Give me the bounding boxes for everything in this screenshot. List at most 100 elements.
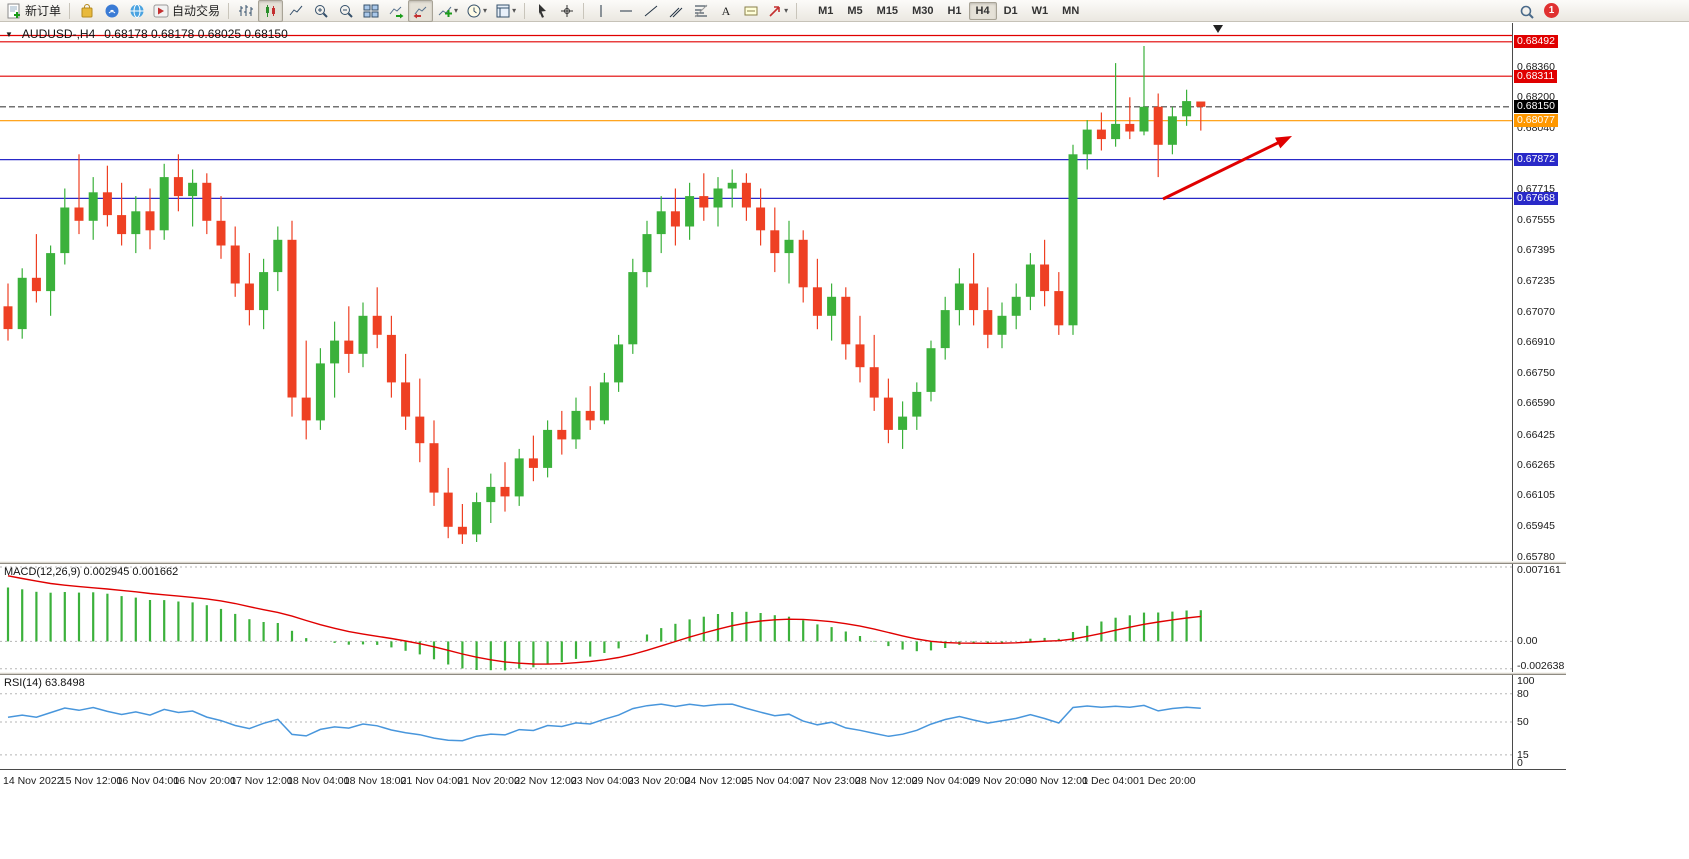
arrows-button[interactable]: ▾ — [763, 0, 792, 22]
candle-body — [869, 367, 879, 398]
candle-body — [528, 458, 538, 468]
price-axis-label: 0.67070 — [1517, 306, 1555, 319]
toolbar-separator — [796, 2, 798, 19]
zoom-in-icon — [314, 4, 328, 18]
trend-arrow-annotation[interactable] — [1162, 139, 1284, 201]
candle-body — [429, 443, 439, 493]
candle-body — [287, 239, 297, 398]
search-button[interactable] — [1514, 1, 1539, 23]
horizontal-line-icon — [619, 10, 632, 11]
bar-chart-button[interactable] — [233, 0, 258, 22]
candle-body — [628, 272, 638, 345]
line-chart-button[interactable] — [283, 0, 308, 22]
candle-body — [1182, 101, 1192, 117]
new-order-button[interactable]: 新订单 — [2, 0, 65, 22]
candle-body — [699, 196, 709, 208]
chart-symbol-period: AUDUSD-,H4 — [21, 27, 96, 41]
timeframe-button-M30[interactable]: M30 — [912, 4, 934, 17]
price-axis-label: 0.66105 — [1517, 489, 1555, 502]
chart-shift-button[interactable] — [408, 0, 434, 22]
candle-body — [273, 239, 283, 273]
fibonacci-button[interactable] — [688, 0, 713, 22]
rsi-axis[interactable]: 100 80 50 15 0 — [1512, 675, 1567, 769]
candle-body — [969, 283, 979, 311]
indicators-button[interactable]: ▾ — [433, 0, 462, 22]
text-label-icon — [744, 6, 758, 15]
chart-shift-marker-icon[interactable] — [1213, 25, 1223, 33]
timeframe-button-W1[interactable]: W1 — [1031, 4, 1049, 17]
auto-scroll-button[interactable] — [383, 0, 408, 22]
vps-button[interactable] — [124, 0, 149, 22]
candle-body — [173, 177, 183, 197]
trendline-button[interactable] — [638, 0, 663, 22]
tile-windows-button[interactable] — [358, 0, 383, 22]
candle-body — [1054, 291, 1064, 326]
candle-body — [855, 344, 865, 368]
candle-body — [983, 310, 993, 335]
autotrading-button[interactable]: 自动交易 — [149, 0, 224, 22]
zoom-out-button[interactable] — [333, 0, 358, 22]
timeline-label: 29 Nov 04:00 — [911, 775, 975, 787]
dropdown-caret-icon: ▾ — [454, 6, 459, 15]
panel-splitter[interactable] — [0, 672, 1566, 675]
collapse-arrow-icon[interactable]: ▼ — [5, 29, 13, 39]
timeframe-button-D1[interactable]: D1 — [1003, 4, 1018, 17]
timeframe-button-M1[interactable]: M1 — [818, 4, 834, 17]
candle-body — [798, 239, 808, 288]
rsi-chart[interactable] — [0, 675, 1512, 769]
price-axis-label: 0.65780 — [1517, 551, 1555, 564]
panel-splitter[interactable] — [0, 561, 1566, 564]
signals-button[interactable] — [99, 0, 124, 22]
candle-body — [614, 344, 624, 383]
cursor-button[interactable] — [529, 0, 554, 22]
candle-body — [770, 230, 780, 254]
candle-body — [1167, 116, 1177, 145]
candlestick-chart-button[interactable] — [258, 0, 284, 22]
candle-body — [230, 245, 240, 284]
timeline-label: 22 Nov 12:00 — [514, 775, 577, 787]
timeline-label: 23 Nov 04:00 — [571, 775, 634, 787]
timeframe-button-H1[interactable]: H1 — [947, 4, 962, 17]
zoom-in-button[interactable] — [308, 0, 333, 22]
templates-button[interactable]: ▾ — [491, 0, 520, 22]
candle-body — [784, 239, 794, 254]
channel-icon — [669, 7, 682, 17]
market-button[interactable] — [74, 0, 99, 22]
macd-axis[interactable]: 0.007161 0.00 -0.002638 — [1512, 564, 1567, 672]
channel-button[interactable] — [663, 0, 688, 22]
search-icon — [1520, 5, 1534, 19]
notification-badge[interactable]: 1 — [1544, 3, 1559, 18]
market-bag-icon — [81, 3, 93, 17]
timeframe-button-MN[interactable]: MN — [1062, 4, 1080, 17]
timeframe-button-M15[interactable]: M15 — [876, 4, 899, 17]
candle-body — [997, 315, 1007, 335]
toolbar-separator — [524, 2, 526, 19]
timeframe-button-M5[interactable]: M5 — [847, 4, 863, 17]
candle-body — [358, 315, 368, 354]
timeline[interactable]: 14 Nov 2022 15 Nov 12:00 16 Nov 04:00 16 No… — [0, 769, 1566, 798]
candle-body — [1011, 296, 1021, 316]
candle-body — [259, 272, 269, 311]
crosshair-button[interactable] — [554, 0, 579, 22]
price-axis-label: 0.67235 — [1517, 274, 1555, 287]
timeline-label: 27 Nov 23:00 — [798, 775, 861, 787]
periods-button[interactable]: ▾ — [462, 0, 491, 22]
macd-chart[interactable] — [0, 564, 1512, 672]
price-chart[interactable] — [0, 23, 1512, 561]
price-axis[interactable]: 0.68360 0.68200 0.68040 0.67715 0.67555 0.673… — [1512, 23, 1567, 564]
horizontal-line-button[interactable] — [613, 0, 638, 22]
current-price-badge: 0.68150 — [1514, 100, 1558, 114]
label-button[interactable] — [738, 0, 763, 22]
text-button[interactable]: A — [713, 0, 738, 22]
candle-body — [1068, 154, 1078, 326]
vertical-line-button[interactable] — [588, 0, 613, 22]
price-axis-label: 0.66910 — [1517, 336, 1555, 349]
price-axis-label: 0.66750 — [1517, 366, 1555, 379]
candle-body — [670, 211, 680, 227]
candle-body — [244, 283, 254, 311]
tile-windows-icon — [363, 4, 379, 17]
toolbar-separator — [69, 2, 71, 19]
rsi-line — [7, 703, 1201, 742]
timeframe-button-H4[interactable]: H4 — [968, 1, 997, 20]
